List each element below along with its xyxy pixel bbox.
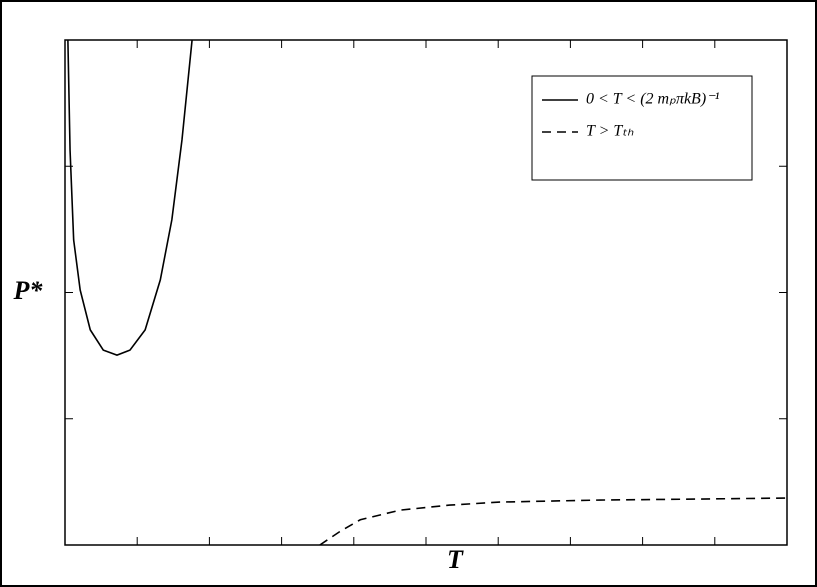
- y-axis-label: P*: [13, 276, 44, 305]
- legend-label: 0 < T < (2 mₚπkB)⁻¹: [586, 91, 720, 108]
- legend-label: T > Tₜₕ: [586, 123, 634, 140]
- chart: T P* 0 < T < (2 mₚπkB)⁻¹ T > Tₜₕ: [0, 0, 817, 587]
- x-axis-label: T: [447, 545, 464, 574]
